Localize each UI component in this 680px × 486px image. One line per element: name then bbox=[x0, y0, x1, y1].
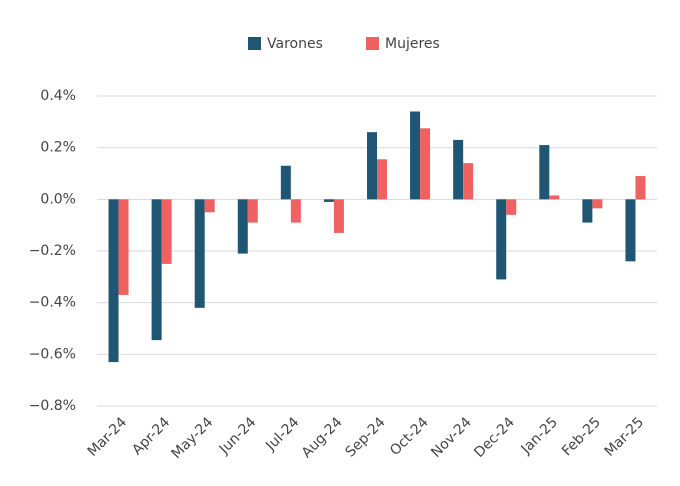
y-tick-label: 0.0% bbox=[40, 191, 76, 207]
bar bbox=[367, 132, 377, 200]
bar bbox=[582, 199, 593, 223]
bar bbox=[549, 195, 560, 200]
x-tick-label: May-24 bbox=[169, 414, 217, 462]
x-tick-label: Jan-25 bbox=[518, 414, 561, 457]
y-tick-label: −0.4% bbox=[29, 295, 76, 311]
bar bbox=[323, 199, 334, 202]
bar bbox=[108, 199, 119, 363]
y-tick-label: −0.2% bbox=[29, 243, 76, 259]
x-tick-label: Jul-24 bbox=[262, 414, 302, 454]
x-tick-label: Mar-25 bbox=[602, 414, 648, 460]
bar bbox=[410, 111, 421, 200]
x-tick-label: Oct-24 bbox=[387, 414, 432, 459]
y-tick-label: −0.6% bbox=[29, 346, 76, 362]
bar bbox=[333, 199, 344, 233]
legend-swatch bbox=[248, 37, 261, 50]
x-tick-label: Mar-24 bbox=[85, 414, 131, 460]
bar bbox=[118, 199, 129, 295]
bar bbox=[635, 176, 646, 200]
y-tick-label: −0.8% bbox=[29, 398, 76, 414]
bar bbox=[506, 199, 517, 215]
bar bbox=[539, 145, 550, 200]
x-tick-label: Apr-24 bbox=[129, 414, 173, 458]
bar bbox=[194, 199, 205, 308]
bar bbox=[151, 199, 162, 341]
x-tick-label: Nov-24 bbox=[428, 414, 475, 461]
bar bbox=[592, 199, 603, 209]
bar bbox=[625, 199, 636, 262]
legend-label: Varones bbox=[267, 36, 323, 52]
x-tick-label: Aug-24 bbox=[299, 414, 346, 461]
bar bbox=[290, 199, 301, 223]
bar bbox=[204, 199, 215, 213]
legend-swatch bbox=[366, 37, 379, 50]
y-tick-label: 0.2% bbox=[40, 140, 76, 156]
bar bbox=[420, 128, 431, 200]
bar bbox=[453, 139, 464, 200]
legend-label: Mujeres bbox=[385, 36, 440, 52]
bar bbox=[247, 199, 258, 223]
bar bbox=[280, 165, 291, 200]
x-tick-label: Feb-25 bbox=[559, 414, 604, 459]
x-tick-label: Jun-24 bbox=[216, 414, 260, 458]
x-tick-label: Sep-24 bbox=[343, 414, 389, 460]
bar bbox=[377, 159, 387, 200]
bar bbox=[496, 199, 507, 280]
bar bbox=[161, 199, 172, 264]
y-tick-label: 0.4% bbox=[40, 88, 76, 104]
bar bbox=[237, 199, 248, 254]
bar bbox=[463, 163, 474, 200]
x-tick-label: Dec-24 bbox=[471, 414, 518, 461]
